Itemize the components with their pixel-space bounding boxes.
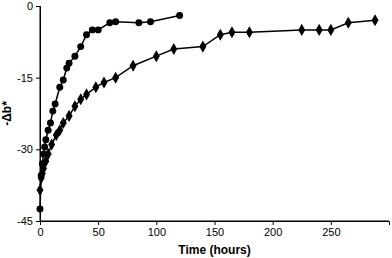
marker [41, 143, 48, 150]
y-tick: 0 [27, 0, 40, 12]
marker [66, 60, 73, 67]
marker [56, 84, 63, 91]
y-axis: 0 -15 -30 -45 [17, 0, 40, 227]
x-tick-label: 200 [264, 226, 282, 238]
y-tick: -45 [17, 215, 40, 227]
marker [101, 76, 108, 88]
y-tick-label: -30 [17, 143, 33, 155]
x-tick: 100 [148, 221, 166, 238]
marker [37, 206, 44, 213]
marker [217, 29, 224, 41]
x-tick-label: 50 [93, 226, 105, 238]
marker [135, 19, 142, 26]
marker [66, 110, 73, 122]
x-tick: 0 [37, 221, 43, 238]
marker [92, 81, 99, 93]
x-axis-title: Time (hours) [178, 243, 250, 257]
marker [95, 26, 102, 33]
marker [49, 108, 56, 115]
y-tick-mark [36, 78, 40, 79]
chart: 0 50 100 150 200 250 0 -15 -30 -45 Time (hours) -Δb… [0, 0, 392, 258]
marker [112, 18, 119, 25]
marker [42, 136, 49, 143]
x-axis-line [41, 222, 390, 226]
y-tick-mark [36, 149, 40, 150]
marker [48, 139, 55, 151]
series-line [40, 20, 375, 190]
marker [298, 24, 305, 36]
marker [130, 60, 137, 72]
marker [71, 100, 78, 112]
marker [83, 88, 90, 100]
marker [345, 17, 352, 29]
marker [52, 100, 59, 107]
x-tick-label: 0 [37, 226, 43, 238]
series-line [40, 16, 180, 210]
x-tick-mark [273, 221, 274, 225]
y-tick-mark [36, 6, 40, 7]
marker [170, 43, 177, 55]
y-axis-title: -Δb* [0, 101, 14, 126]
y-tick-label: -45 [17, 215, 33, 227]
marker [45, 127, 52, 134]
marker [372, 14, 379, 26]
marker [83, 31, 90, 38]
marker [112, 72, 119, 84]
x-tick-label: 100 [148, 226, 166, 238]
x-axis: 0 50 100 150 200 250 [37, 221, 389, 238]
marker [71, 53, 78, 60]
x-range-line [40, 221, 389, 222]
marker [228, 26, 235, 38]
marker [199, 41, 206, 53]
y-tick-label: -15 [17, 72, 33, 84]
x-tick: 200 [264, 221, 282, 238]
marker [47, 120, 54, 127]
marker [45, 148, 52, 160]
marker [327, 24, 334, 36]
marker [77, 93, 84, 105]
marker [147, 18, 154, 25]
y-tick-label: 0 [27, 0, 33, 12]
x-tick: 50 [93, 221, 105, 238]
x-tick: 150 [206, 221, 224, 238]
marker [316, 24, 323, 36]
marker [246, 26, 253, 38]
x-tick-mark [98, 221, 99, 225]
y-tick-mark [36, 221, 40, 222]
marker [60, 77, 67, 84]
marker [60, 117, 67, 129]
marker [106, 19, 113, 26]
marker [77, 43, 84, 50]
y-tick: -30 [17, 143, 40, 155]
x-tick-label: 250 [322, 226, 340, 238]
plot: 0 50 100 150 200 250 0 -15 -30 -45 [17, 0, 389, 238]
x-tick-mark [331, 221, 332, 225]
data-area [37, 12, 379, 212]
marker [176, 12, 183, 19]
x-tick-label: 150 [206, 226, 224, 238]
y-tick: -15 [17, 72, 40, 84]
x-tick-mark [215, 221, 216, 225]
marker [37, 184, 44, 196]
x-tick-mark [156, 221, 157, 225]
marker [153, 50, 160, 62]
x-tick: 250 [322, 221, 340, 238]
